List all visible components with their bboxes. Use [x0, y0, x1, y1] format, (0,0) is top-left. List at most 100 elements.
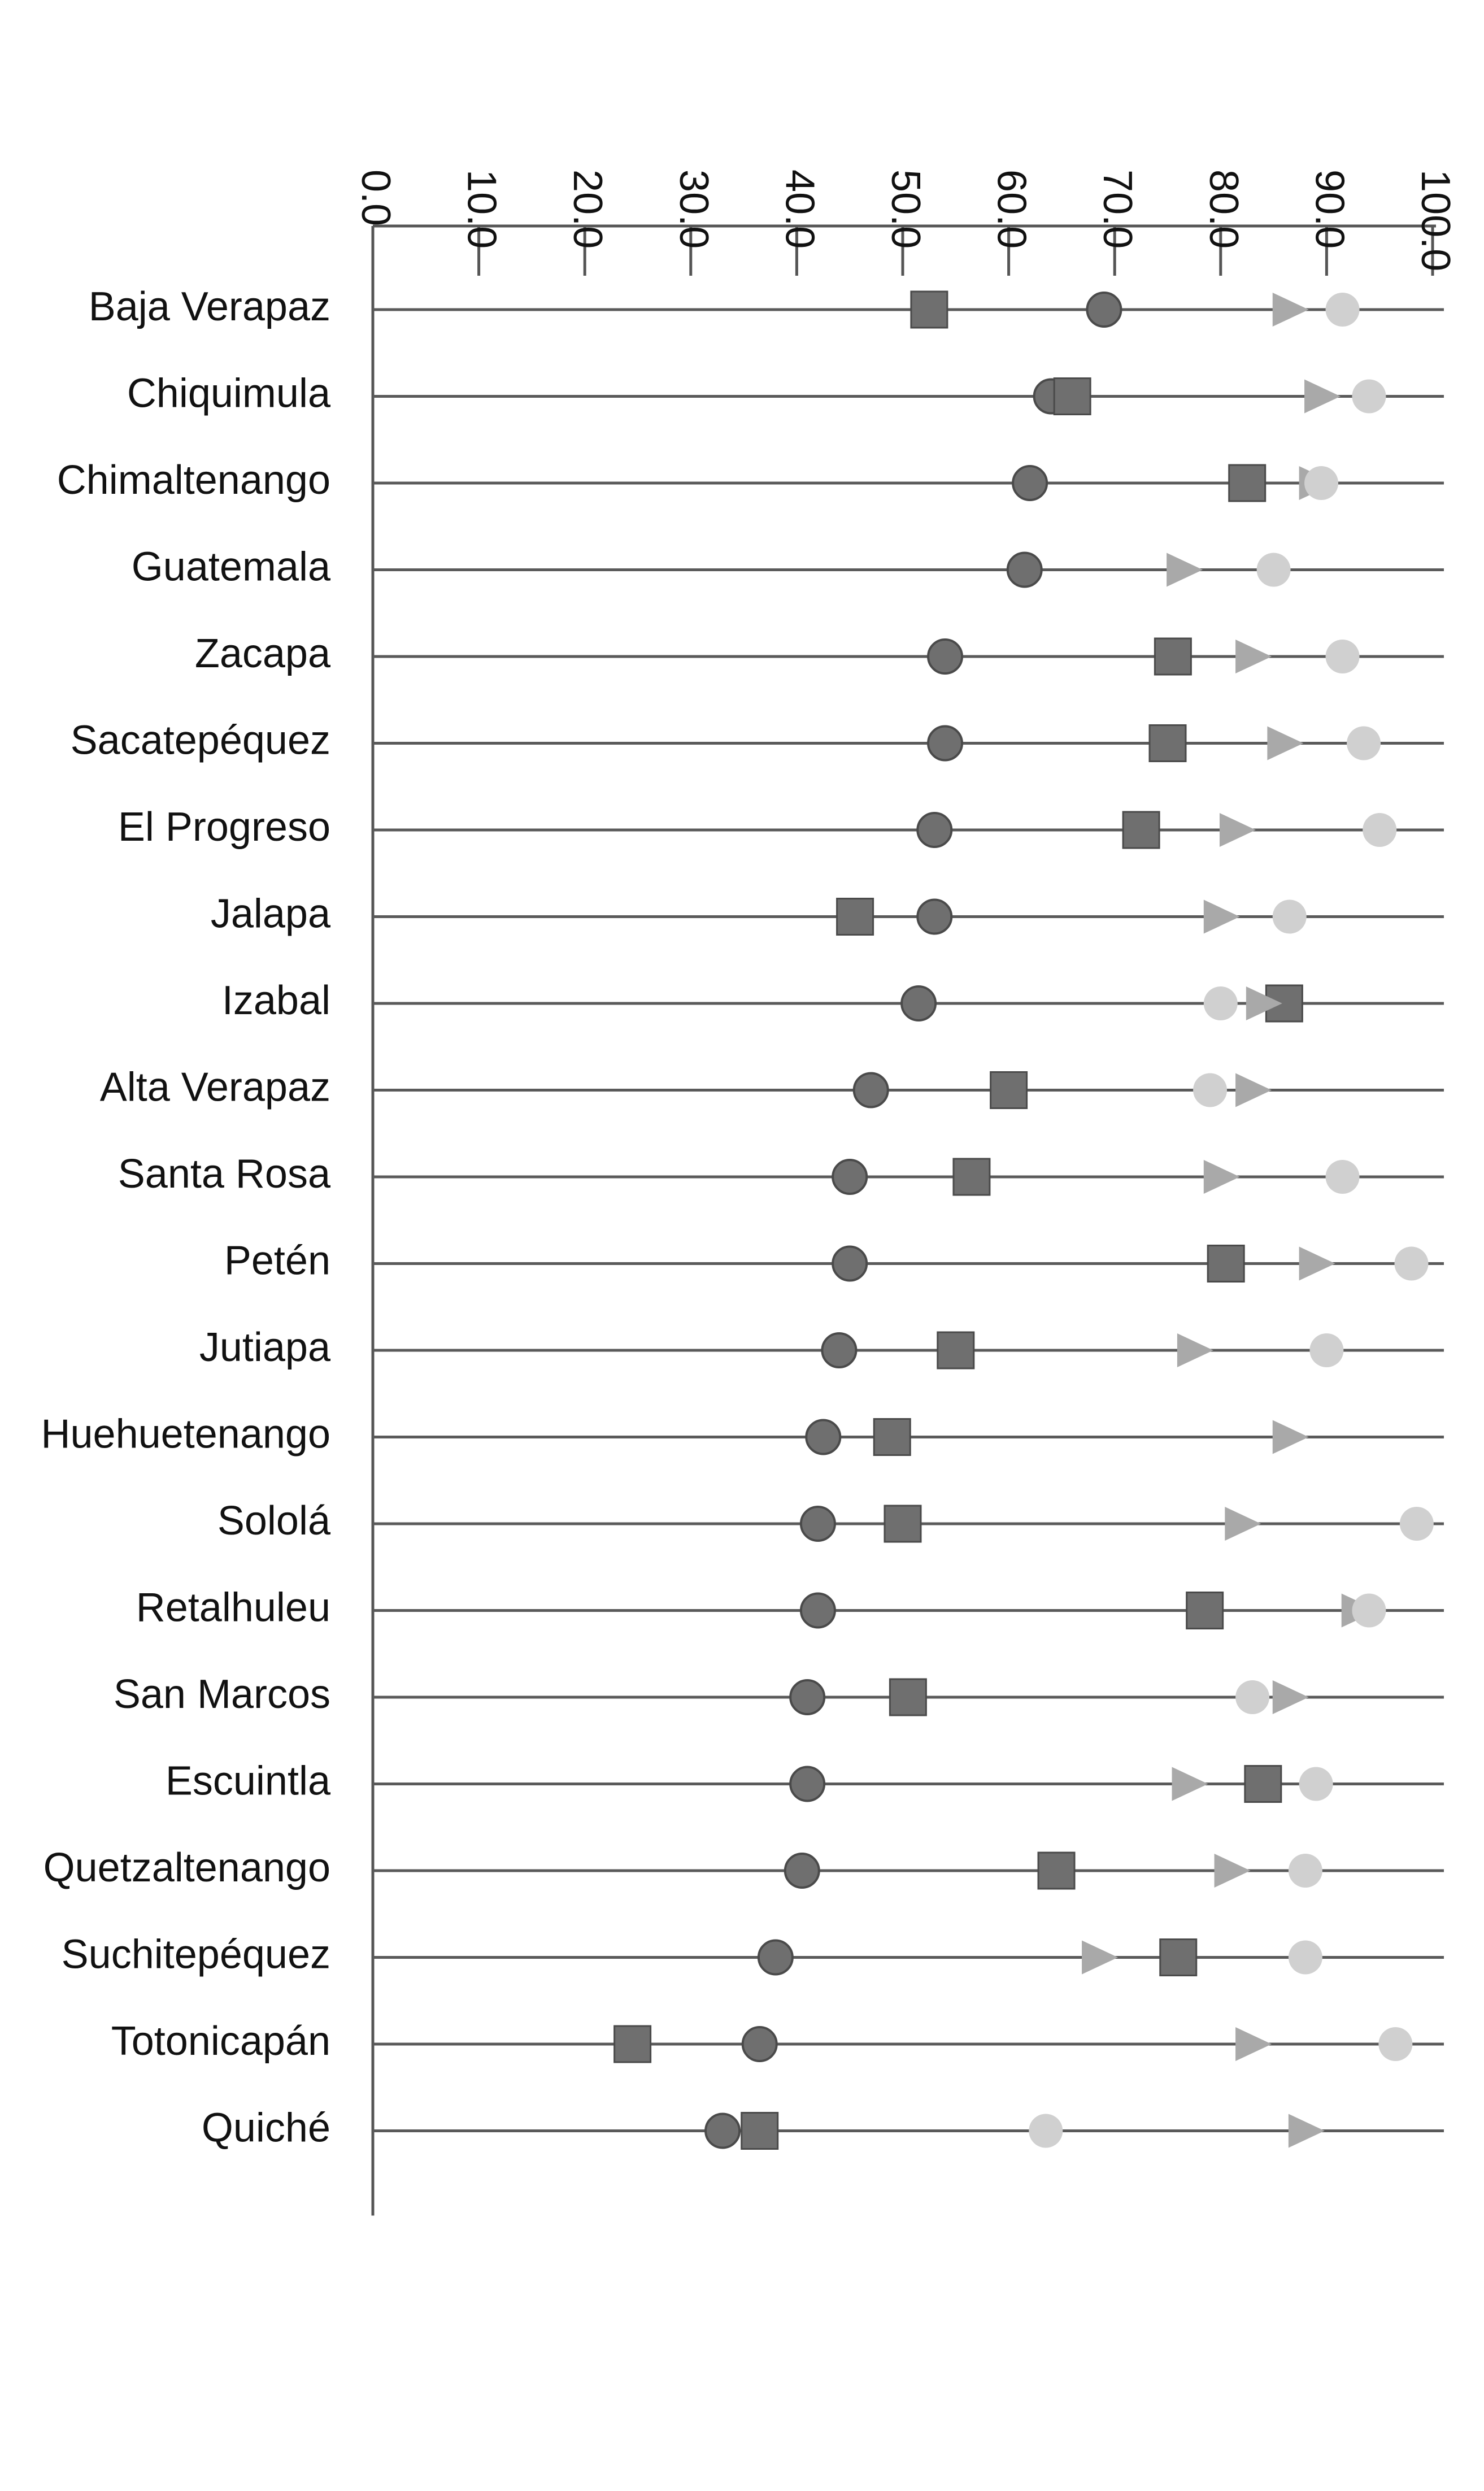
circle-marker — [1288, 1940, 1322, 1975]
circle-marker — [799, 1506, 836, 1542]
triangle-marker — [1167, 553, 1203, 587]
triangle-marker — [1246, 986, 1282, 1020]
square-marker — [910, 290, 948, 329]
square-marker — [1154, 637, 1192, 676]
category-row: Santa Rosa — [118, 1151, 1444, 1197]
square-marker — [1122, 811, 1160, 849]
tick-label: 40.0 — [777, 169, 822, 249]
category-row: Petén — [224, 1238, 1444, 1284]
tick-label: 10.0 — [459, 169, 504, 249]
circle-marker — [741, 2026, 778, 2062]
circle-marker — [1203, 986, 1238, 1020]
circle-marker — [1363, 813, 1397, 847]
tick-label: 20.0 — [565, 169, 610, 249]
category-row: Zacapa — [195, 631, 1444, 676]
circle-marker — [1378, 2027, 1413, 2061]
square-marker — [1037, 1851, 1076, 1890]
circle-marker — [757, 1939, 794, 1976]
circle-marker — [1347, 726, 1381, 760]
circle-marker — [927, 638, 964, 675]
circle-marker — [704, 2112, 741, 2149]
category-row: El Progreso — [118, 805, 1444, 850]
category-label: Huehuetenango — [41, 1412, 330, 1457]
triangle-marker — [1219, 813, 1256, 847]
square-marker — [1228, 464, 1267, 502]
square-marker — [613, 2025, 652, 2063]
category-label: Guatemala — [132, 545, 331, 590]
category-row: Escuintla — [166, 1759, 1444, 1804]
category-label: Retalhuleu — [136, 1585, 330, 1631]
circle-marker — [1309, 1333, 1344, 1367]
square-marker — [952, 1158, 991, 1196]
tick-label: 80.0 — [1201, 169, 1246, 249]
category-label: Chiquimula — [127, 371, 331, 416]
triangle-marker — [1203, 1160, 1240, 1194]
category-label: Izabal — [222, 978, 330, 1023]
category-row: San Marcos — [114, 1672, 1444, 1717]
triangle-marker — [1272, 293, 1309, 327]
value-axis — [371, 224, 1436, 2216]
square-marker — [836, 898, 874, 936]
circle-marker — [1304, 466, 1339, 500]
circle-marker — [1325, 640, 1360, 673]
circle-marker — [1352, 379, 1386, 414]
category-label: Petén — [224, 1238, 330, 1284]
category-row: Jutiapa — [199, 1325, 1444, 1370]
category-label: San Marcos — [114, 1672, 330, 1717]
circle-marker — [1352, 1593, 1386, 1628]
triangle-marker — [1082, 1940, 1119, 1975]
triangle-marker — [1235, 640, 1272, 673]
tick-label: 90.0 — [1307, 169, 1352, 249]
triangle-marker — [1203, 899, 1240, 934]
triangle-marker — [1235, 1073, 1272, 1107]
category-label: Totonicapán — [111, 2019, 330, 2064]
square-marker — [1244, 1765, 1282, 1803]
category-label: Sololá — [217, 1498, 331, 1544]
category-row: Jalapa — [211, 892, 1444, 937]
circle-marker — [1086, 292, 1122, 328]
tick-label: 60.0 — [989, 169, 1034, 249]
category-row: Guatemala — [132, 545, 1444, 590]
circle-marker — [916, 812, 953, 848]
circle-marker — [789, 1679, 826, 1715]
square-marker — [741, 2112, 779, 2150]
triangle-marker — [1272, 1680, 1309, 1714]
circle-marker — [799, 1592, 836, 1629]
triangle-marker — [1172, 1767, 1208, 1801]
square-marker — [1148, 724, 1187, 762]
circle-marker — [916, 898, 953, 935]
category-row: Chiquimula — [127, 371, 1444, 416]
category-label: Santa Rosa — [118, 1151, 331, 1197]
category-row: Baja Verapaz — [89, 284, 1444, 329]
circle-marker — [1325, 1160, 1360, 1194]
circle-marker — [1288, 1854, 1322, 1888]
circle-marker — [1256, 553, 1291, 587]
category-row: Sololá — [217, 1498, 1444, 1544]
triangle-marker — [1214, 1854, 1251, 1888]
category-row: Izabal — [222, 978, 1444, 1023]
circle-marker — [1012, 465, 1048, 501]
triangle-marker — [1235, 2027, 1272, 2061]
circle-marker — [1029, 2114, 1063, 2148]
circle-marker — [1193, 1073, 1228, 1107]
circle-marker — [784, 1853, 820, 1889]
category-label: Quetzaltenango — [43, 1845, 330, 1890]
tick-labels: 0.0 10.0 20.0 30.0 40.0 50.0 60.0 70.0 80.0 90.0 1… — [353, 169, 1458, 271]
circle-marker — [1394, 1246, 1429, 1281]
triangle-marker — [1177, 1333, 1213, 1367]
circle-marker — [789, 1766, 826, 1802]
category-row: Alta Verapaz — [100, 1065, 1444, 1110]
circle-marker — [832, 1245, 868, 1282]
category-label: Baja Verapaz — [89, 284, 330, 329]
category-label: Suchitepéquez — [62, 1932, 330, 1977]
category-row: Huehuetenango — [41, 1412, 1444, 1457]
category-row: Chimaltenango — [57, 458, 1444, 503]
square-marker — [1186, 1592, 1224, 1629]
circle-marker — [1006, 551, 1043, 588]
category-row: Quetzaltenango — [43, 1845, 1444, 1890]
tick-label: 100.0 — [1413, 169, 1458, 271]
category-row: Sacatepéquez — [71, 718, 1444, 763]
square-marker — [884, 1505, 922, 1543]
circle-marker — [852, 1072, 889, 1108]
